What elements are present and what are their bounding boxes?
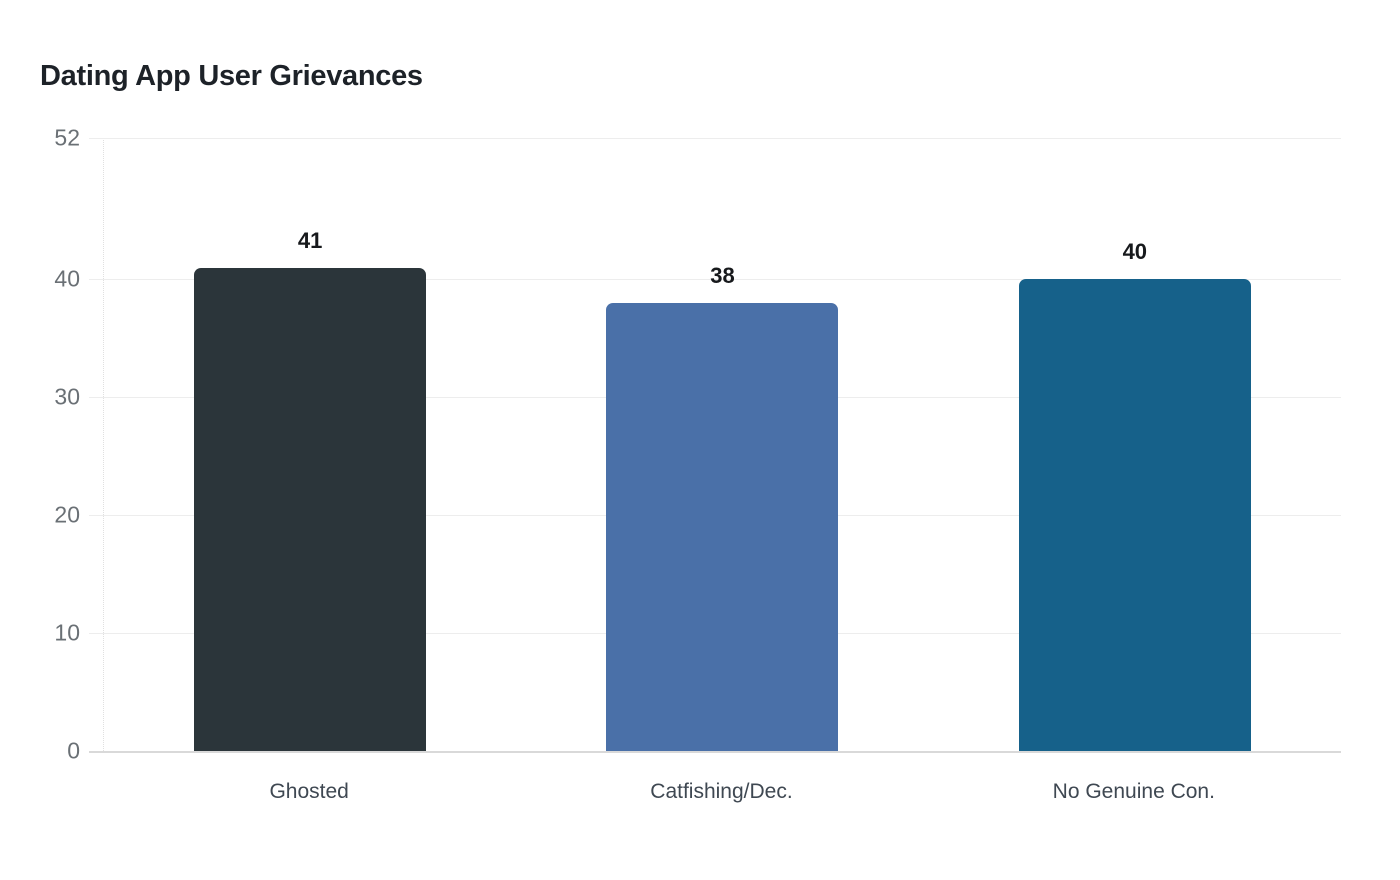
bar-slot: 41: [104, 138, 516, 751]
category-label: No Genuine Con.: [1052, 780, 1215, 803]
y-tick-label: 0: [67, 737, 80, 764]
y-axis: 0 10 20 30 40 52: [0, 126, 80, 762]
bar-value-label: 41: [297, 227, 323, 253]
y-tick-label: 30: [54, 383, 80, 410]
bar-value-label: 38: [710, 263, 735, 289]
gridline: [89, 138, 1341, 139]
x-axis: Ghosted Catfishing/Dec. No Genuine Con.: [103, 779, 1340, 805]
plot-area: 41 38 40: [89, 138, 1341, 753]
bar-value-label: 40: [1122, 239, 1148, 265]
chart-title: Dating App User Grievances: [40, 60, 423, 92]
gridline: [89, 279, 1341, 281]
bar-no-genuine-con: [1018, 279, 1251, 751]
bar-ghosted: [194, 267, 427, 751]
y-tick-label: 52: [54, 124, 80, 151]
bars-layer: 41 38 40: [104, 138, 1341, 751]
y-tick-label: 40: [54, 265, 80, 292]
y-tick-label: 10: [54, 619, 80, 646]
bar-catfishing-dec: [606, 303, 839, 751]
category-label: Ghosted: [269, 780, 349, 803]
bar-slot: 38: [516, 138, 928, 751]
x-baseline: [89, 751, 1341, 753]
y-tick-label: 20: [54, 501, 80, 528]
category-label: Catfishing/Dec.: [650, 780, 793, 803]
bar-slot: 40: [929, 138, 1341, 751]
